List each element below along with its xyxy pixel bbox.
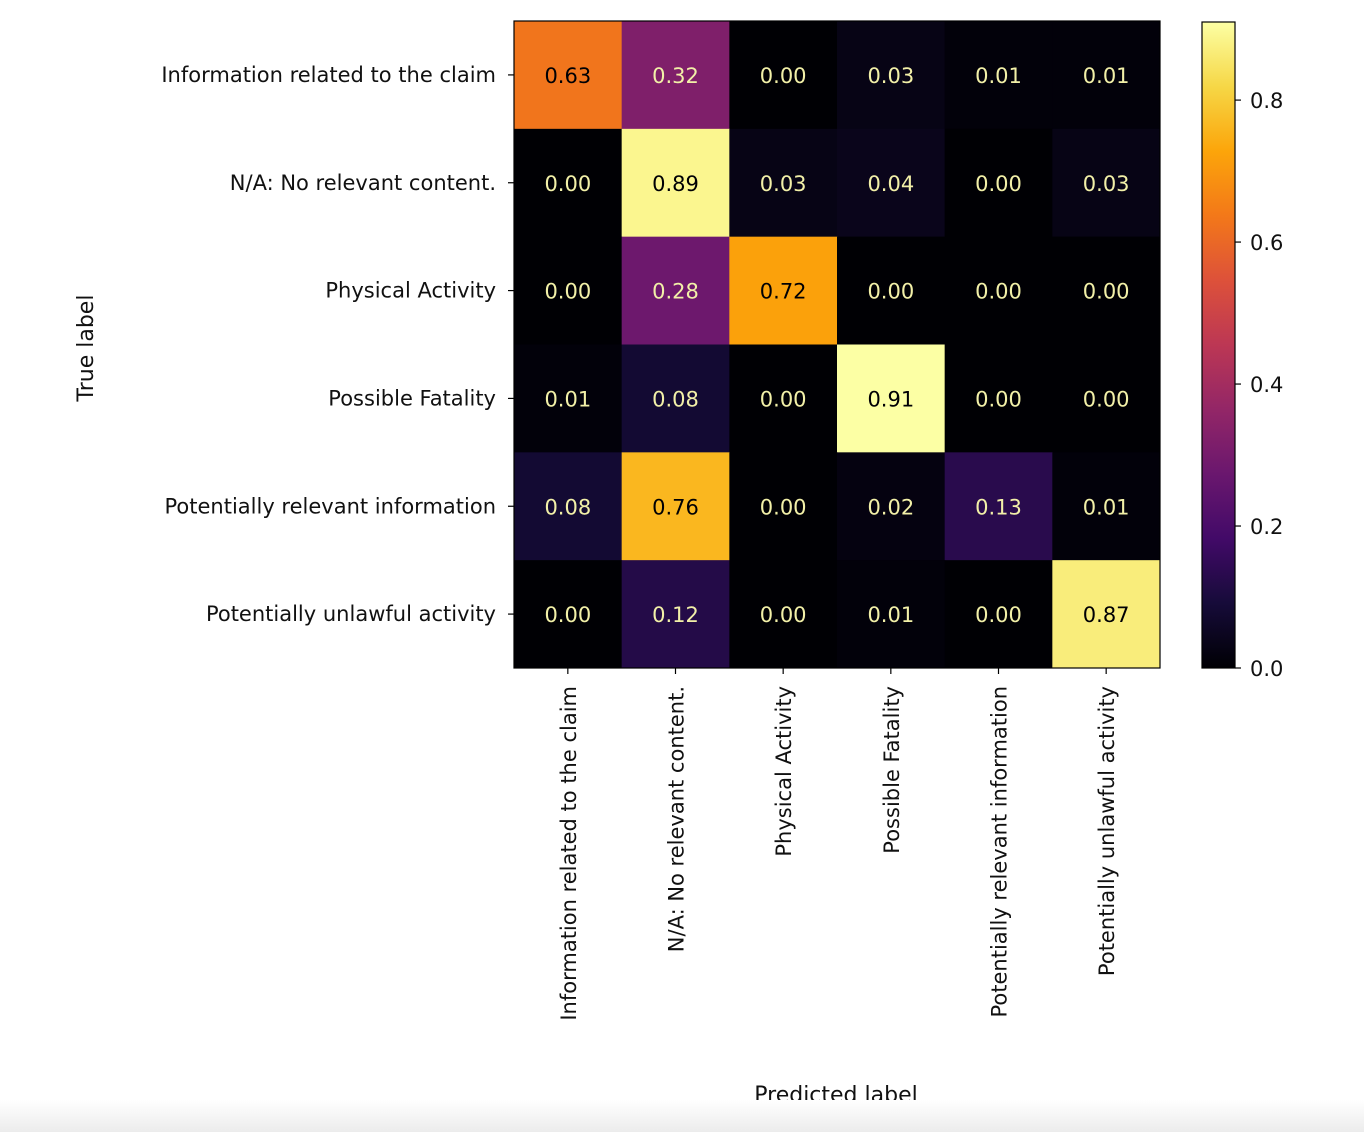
heatmap-cell: [1052, 128, 1161, 238]
y-tick-label: Potentially unlawful activity: [206, 602, 496, 626]
colorbar-tick-label: 0.2: [1250, 515, 1283, 539]
y-tick-label: Physical Activity: [325, 279, 496, 303]
heatmap-cell: [514, 21, 623, 130]
heatmap-cell: [837, 128, 946, 238]
heatmap-cell: [729, 344, 838, 453]
heatmap-cell: [837, 560, 946, 669]
colorbar-tick-label: 0.8: [1250, 89, 1283, 113]
heatmap-cell: [1052, 236, 1161, 345]
heatmap-cell: [1052, 344, 1161, 453]
heatmap-cell: [729, 236, 838, 345]
colorbar-tick-label: 0.4: [1250, 373, 1283, 397]
heatmap-cell: [621, 344, 730, 453]
heatmap-cell: [621, 452, 730, 561]
heatmap-cell: [729, 560, 838, 669]
heatmap-cell: [1052, 452, 1161, 561]
heatmap-cell: [1052, 21, 1161, 130]
heatmap-cell: [944, 344, 1053, 453]
cell-value-label: 0.00: [975, 387, 1022, 411]
heatmap-cell: [621, 560, 730, 669]
colorbar-tick-label: 0.6: [1250, 231, 1283, 255]
cell-value-label: 0.00: [975, 280, 1022, 304]
cell-value-label: 0.63: [544, 64, 591, 88]
colorbar-ticks: 0.0 0.2 0.4 0.6 0.8: [1235, 89, 1283, 681]
heatmap-cell: [944, 452, 1053, 561]
cell-value-label: 0.01: [975, 64, 1022, 88]
cell-value-label: 0.01: [1083, 495, 1130, 519]
heatmap-cell: [621, 236, 730, 345]
heatmap-cell: [514, 344, 623, 453]
heatmap-cell: [837, 452, 946, 561]
cell-value-label: 0.12: [652, 603, 699, 627]
cell-value-label: 0.08: [544, 495, 591, 519]
x-tick-label: Information related to the claim: [557, 686, 581, 1021]
x-tick-label: Potentially relevant information: [988, 686, 1012, 1018]
colorbar: [1201, 21, 1236, 669]
cell-value-label: 0.00: [760, 495, 807, 519]
cell-value-label: 0.32: [652, 64, 699, 88]
x-tick-label: Potentially unlawful activity: [1095, 686, 1119, 976]
heatmap-cell: [837, 344, 946, 453]
cell-value-label: 0.01: [544, 387, 591, 411]
cell-value-label: 0.03: [867, 64, 914, 88]
window-bottom-edge: [0, 1100, 1364, 1132]
heatmap-cell: [837, 21, 946, 130]
cell-value-label: 0.91: [867, 387, 914, 411]
heatmap-cells: 0.63 0.32 0.00 0.03 0.01 0.01 0.00 0.89 0.03 0.04…: [514, 21, 1161, 669]
cell-value-label: 0.00: [544, 172, 591, 196]
heatmap-cell: [514, 560, 623, 669]
heatmap-cell: [729, 128, 838, 238]
x-tick-labels: Information related to the claim N/A: No …: [557, 668, 1119, 1021]
cell-value-label: 0.13: [975, 495, 1022, 519]
y-tick-label: Potentially relevant information: [165, 494, 497, 518]
cell-value-label: 0.72: [760, 280, 807, 304]
cell-value-label: 0.00: [1083, 387, 1130, 411]
cell-value-label: 0.87: [1083, 603, 1130, 627]
heatmap-cell: [944, 128, 1053, 238]
heatmap-cell: [729, 452, 838, 561]
cell-value-label: 0.08: [652, 387, 699, 411]
heatmap-cell: [514, 128, 623, 238]
x-tick-label: N/A: No relevant content.: [665, 686, 689, 952]
cell-value-label: 0.02: [867, 495, 914, 519]
cell-value-label: 0.00: [544, 603, 591, 627]
cell-value-label: 0.03: [1083, 172, 1130, 196]
y-tick-labels: Information related to the claim N/A: No …: [161, 63, 514, 626]
heatmap-cell: [944, 21, 1053, 130]
heatmap-cell: [729, 21, 838, 130]
cell-value-label: 0.00: [760, 387, 807, 411]
heatmap-cell: [621, 21, 730, 130]
y-tick-label: Information related to the claim: [161, 63, 496, 87]
heatmap-cell: [944, 236, 1053, 345]
y-tick-label: Possible Fatality: [328, 386, 496, 410]
cell-value-label: 0.00: [975, 172, 1022, 196]
colorbar-tick-label: 0.0: [1250, 657, 1283, 681]
y-axis-label: True label: [74, 295, 99, 403]
cell-value-label: 0.01: [1083, 64, 1130, 88]
cell-value-label: 0.28: [652, 280, 699, 304]
x-tick-label: Physical Activity: [772, 686, 796, 857]
cell-value-label: 0.76: [652, 495, 699, 519]
cell-value-label: 0.00: [975, 603, 1022, 627]
heatmap-cell: [514, 452, 623, 561]
heatmap-cell: [621, 128, 730, 238]
cell-value-label: 0.00: [1083, 280, 1130, 304]
x-tick-label: Possible Fatality: [880, 686, 904, 854]
plot-frame: [513, 20, 1161, 669]
cell-value-label: 0.00: [760, 64, 807, 88]
heatmap-cell: [1052, 560, 1161, 669]
cell-value-label: 0.03: [760, 172, 807, 196]
cell-value-label: 0.00: [867, 280, 914, 304]
cell-value-label: 0.04: [867, 172, 914, 196]
cell-value-label: 0.00: [544, 280, 591, 304]
cell-value-label: 0.89: [652, 172, 699, 196]
cell-value-label: 0.01: [867, 603, 914, 627]
cell-value-label: 0.00: [760, 603, 807, 627]
heatmap-cell: [837, 236, 946, 345]
y-tick-label: N/A: No relevant content.: [230, 171, 496, 195]
heatmap-cell: [944, 560, 1053, 669]
heatmap-cell: [514, 236, 623, 345]
